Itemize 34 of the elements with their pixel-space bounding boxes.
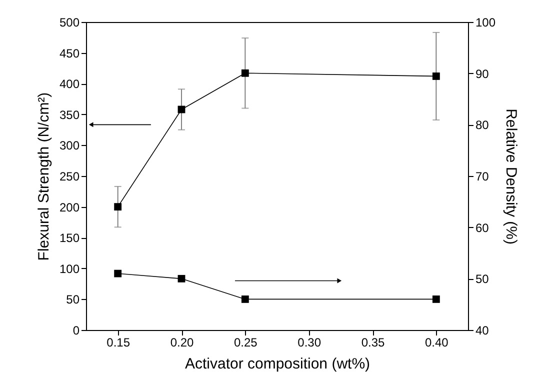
x-tick-label: 0.15 [106, 336, 130, 350]
x-tick-label: 0.35 [361, 336, 385, 350]
y-axis-title: Flexural Strength (N/cm²) [35, 92, 52, 261]
point [241, 295, 249, 303]
point [241, 69, 249, 77]
y-tick-label: 0 [72, 324, 80, 338]
y-tick-label: 300 [59, 138, 80, 153]
y-tick-label: 350 [59, 108, 80, 122]
x-tick-label: 0.20 [170, 336, 194, 350]
y-tick-label: 500 [59, 16, 80, 30]
y2-tick-label: 60 [476, 220, 490, 235]
y2-axis-title: Relative Density (%) [502, 108, 520, 244]
point [114, 203, 122, 211]
y-tick-label: 400 [59, 77, 80, 92]
y-tick-label: 450 [59, 46, 80, 60]
y2-tick-label: 50 [476, 272, 490, 286]
point [114, 270, 122, 278]
point [432, 72, 440, 80]
y-tick-label: 150 [59, 231, 80, 246]
y2-tick-label: 70 [476, 170, 490, 184]
x-tick-label: 0.40 [424, 336, 449, 350]
y2-tick-label: 80 [476, 118, 490, 132]
point [432, 295, 440, 303]
y2-tick-label: 100 [476, 16, 496, 30]
y2-tick-label: 90 [476, 66, 490, 81]
x-axis-title: Activator composition (wt%) [184, 356, 370, 372]
y2-tick-label: 40 [476, 324, 490, 338]
x-tick-label: 0.25 [234, 336, 258, 350]
y-tick-label: 100 [59, 262, 80, 276]
y-tick-label: 250 [59, 170, 80, 184]
x-tick-label: 0.30 [298, 336, 322, 350]
y-tick-label: 50 [66, 292, 80, 307]
y-tick-label: 200 [59, 200, 80, 214]
point [178, 274, 186, 282]
